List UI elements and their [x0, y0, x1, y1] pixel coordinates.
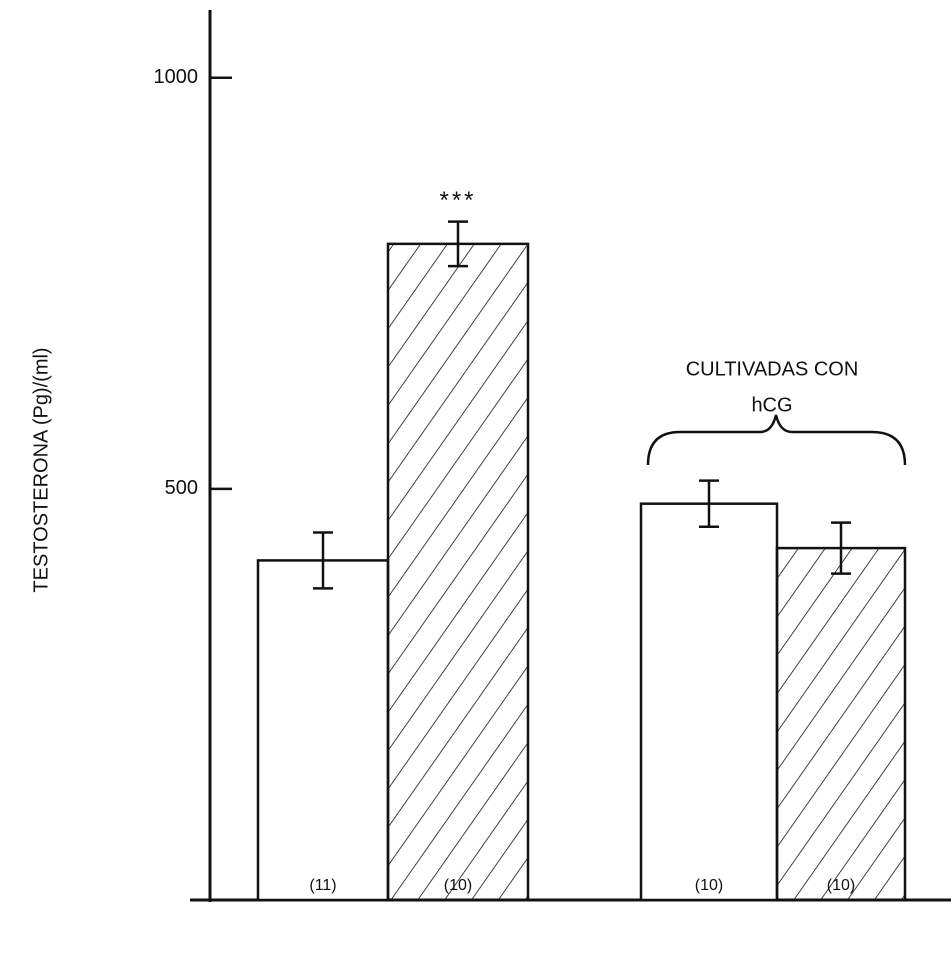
y-tick-label: 500	[165, 477, 198, 499]
significance-label: ***	[439, 187, 476, 214]
error-bar	[831, 521, 851, 575]
group-label: hCG	[751, 394, 792, 416]
y-axis-label: TESTOSTERONA (Pg)/(ml)	[30, 347, 52, 592]
bar	[639, 502, 779, 902]
group-bracket	[646, 414, 907, 466]
bar	[256, 559, 390, 902]
n-label: (10)	[444, 877, 472, 894]
n-label: (10)	[695, 877, 723, 894]
n-label: (10)	[827, 877, 855, 894]
error-bar	[313, 531, 333, 590]
n-label: (11)	[309, 877, 336, 894]
y-tick-label: 1000	[154, 66, 199, 88]
error-bar	[699, 479, 719, 528]
bar	[386, 242, 530, 902]
group-label: CULTIVADAS CON	[686, 358, 859, 380]
bar	[775, 546, 907, 902]
error-bar	[448, 220, 468, 268]
